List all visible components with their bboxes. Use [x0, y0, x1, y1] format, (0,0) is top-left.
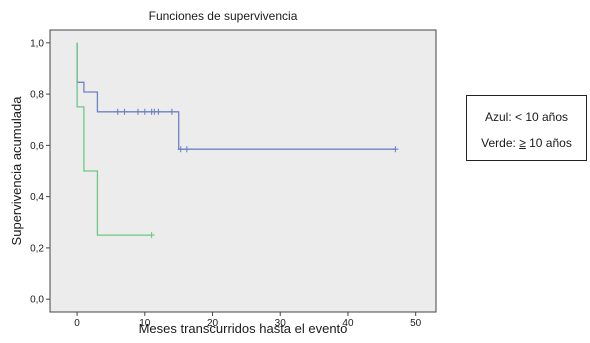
censor-mark: [121, 108, 128, 115]
legend-box: Azul: < 10 años Verde: ≥ 10 años: [466, 95, 587, 161]
x-tick-label: 50: [410, 318, 422, 329]
censor-mark: [177, 146, 184, 153]
censor-mark: [183, 146, 190, 153]
x-tick-label: 0: [74, 318, 80, 329]
y-tick-label: 1,0: [30, 38, 44, 49]
x-axis-label: Meses transcurridos hasta el evento: [139, 321, 348, 336]
censor-mark: [155, 108, 162, 115]
series-layer: [76, 42, 399, 239]
legend-green-suffix: 10 años: [525, 136, 572, 150]
x-tick-label: 40: [342, 318, 354, 329]
x-tick-label: 20: [207, 318, 219, 329]
censor-mark: [141, 108, 148, 115]
axes-layer: 0 10 20 30 40 50 0,0 0,2 0,4 0,6 0,8 1,0: [30, 38, 422, 329]
y-tick-label: 0,2: [30, 243, 44, 254]
y-tick-label: 0,0: [30, 295, 44, 306]
legend-green-prefix: Verde:: [481, 136, 520, 150]
censor-mark: [135, 108, 141, 115]
y-tick-label: 0,4: [30, 192, 44, 203]
legend-entry-blue: Azul: < 10 años: [484, 110, 569, 124]
censor-mark: [114, 108, 121, 115]
y-tick-label: 0,8: [30, 90, 44, 101]
series-1-line: [76, 42, 396, 150]
legend-green-symbol: ≥: [519, 136, 526, 150]
x-tick-label: 10: [139, 318, 151, 329]
censor-mark: [148, 232, 155, 239]
censor-mark: [168, 108, 175, 115]
y-tick-label: 0,6: [30, 141, 44, 152]
plot-area: [49, 29, 437, 313]
y-axis-label: Supervivencia acumulada: [9, 96, 24, 246]
censor-mark: [392, 146, 399, 153]
legend-entry-green: Verde: ≥ 10 años: [467, 136, 586, 150]
chart-title: Funciones de supervivencia: [149, 9, 298, 23]
series-2-line: [76, 42, 152, 236]
x-tick-label: 30: [275, 318, 287, 329]
